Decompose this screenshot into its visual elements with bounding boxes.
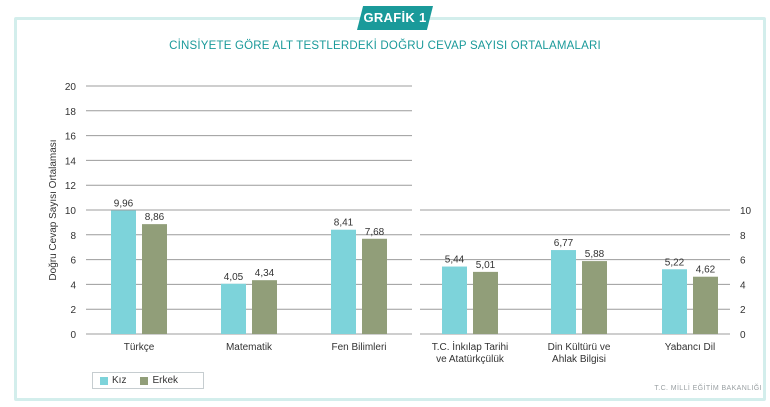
category-label: ve Atatürkçülük: [436, 354, 505, 365]
data-label: 5,88: [585, 249, 605, 260]
legend-label-kiz: Kız: [112, 375, 127, 386]
chart-title: CİNSİYETE GÖRE ALT TESTLERDEKİ DOĞRU CEV…: [169, 40, 601, 52]
category-label: Din Kültürü ve: [548, 342, 611, 353]
legend-item-erkek: Erkek: [140, 375, 178, 386]
footer-credit: T.C. MİLLİ EĞİTİM BAKANLIĞI: [654, 385, 762, 392]
data-label: 5,44: [445, 255, 465, 266]
figure-badge: GRAFİK 1: [357, 6, 433, 30]
bar-erkek: [142, 224, 167, 334]
legend-swatch-kiz: [100, 376, 108, 385]
y-tick-left: 8: [70, 231, 76, 242]
y-tick-right: 10: [740, 206, 752, 217]
y-tick-left: 18: [65, 107, 77, 118]
bar-kiz: [331, 229, 356, 334]
bar-erkek: [362, 238, 387, 334]
category-label: T.C. İnkılap Tarihi: [432, 340, 509, 353]
bar-kiz: [442, 266, 467, 334]
y-tick-left: 14: [65, 156, 77, 167]
data-label: 7,68: [365, 227, 385, 238]
bar-kiz: [221, 283, 246, 334]
y-tick-left: 10: [65, 206, 77, 217]
data-label: 5,01: [476, 260, 496, 271]
bar-erkek: [473, 271, 498, 334]
bar-erkek: [252, 280, 277, 334]
y-tick-right: 8: [740, 231, 746, 242]
y-tick-left: 16: [65, 132, 77, 143]
legend-label-erkek: Erkek: [152, 375, 179, 386]
y-axis-label: Doğru Cevap Sayısı Ortalaması: [48, 139, 59, 280]
y-tick-left: 4: [70, 280, 76, 291]
y-tick-right: 4: [740, 280, 746, 291]
legend-item-kiz: Kız: [100, 375, 126, 386]
y-tick-right: 0: [740, 330, 746, 341]
y-tick-left: 20: [65, 82, 77, 93]
data-label: 8,86: [145, 212, 165, 223]
data-label: 5,22: [665, 257, 685, 268]
data-label: 4,62: [696, 265, 716, 276]
y-tick-left: 0: [70, 330, 76, 341]
y-tick-left: 2: [70, 305, 76, 316]
y-tick-right: 2: [740, 305, 746, 316]
bar-erkek: [693, 276, 718, 334]
bar-kiz: [662, 269, 687, 334]
y-tick-left: 6: [70, 256, 76, 267]
data-label: 4,05: [224, 272, 244, 283]
category-label: Matematik: [226, 342, 273, 353]
category-label: Ahlak Bilgisi: [552, 354, 606, 365]
category-label: Fen Bilimleri: [331, 342, 386, 353]
y-tick-right: 6: [740, 256, 746, 267]
bar-kiz: [551, 250, 576, 334]
category-label: Yabancı Dil: [665, 342, 715, 353]
bar-erkek: [582, 261, 607, 334]
y-tick-left: 12: [65, 181, 77, 192]
legend-swatch-erkek: [140, 376, 149, 385]
data-label: 9,96: [114, 198, 134, 209]
data-label: 8,41: [334, 218, 354, 229]
data-label: 6,77: [554, 238, 574, 249]
data-label: 4,34: [255, 268, 275, 279]
category-label: Türkçe: [124, 342, 155, 353]
bar-kiz: [111, 210, 136, 334]
legend: Kız Erkek: [92, 372, 204, 389]
